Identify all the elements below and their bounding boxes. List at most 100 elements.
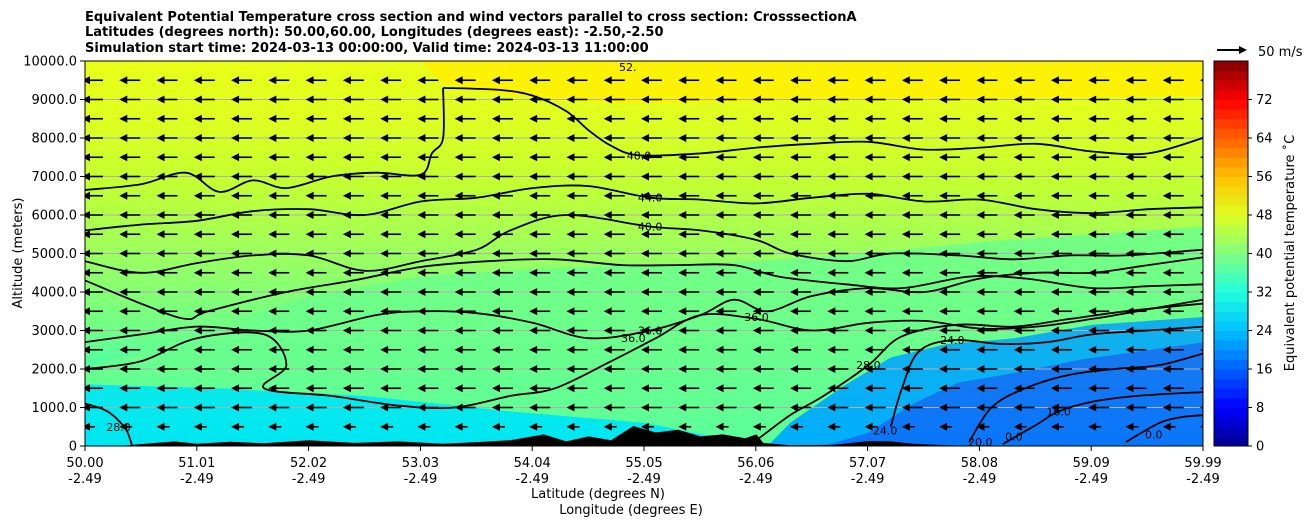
wind-vector: [678, 211, 700, 219]
wind-vector: [1088, 345, 1110, 354]
wind-vector: [901, 191, 923, 200]
wind-vector: [1200, 194, 1203, 198]
wind-vector: [119, 326, 141, 335]
wind-vector: [85, 134, 103, 142]
wind-vector: [119, 191, 141, 200]
wind-vector: [976, 345, 998, 354]
wind-vector: [529, 134, 551, 142]
wind-vector: [491, 268, 513, 277]
wind-vector: [305, 211, 327, 219]
wind-vector: [864, 268, 886, 277]
wind-vector: [454, 384, 476, 393]
colorbar-segment: [1214, 359, 1248, 370]
wind-vector: [156, 365, 178, 373]
wind-vector: [529, 307, 551, 316]
wind-vector: [1200, 425, 1203, 429]
wind-vector: [342, 95, 364, 104]
wind-vector: [715, 422, 729, 431]
wind-vector: [641, 191, 662, 200]
wind-vector: [454, 134, 476, 142]
wind-vector: [864, 307, 886, 316]
contour-extra-label-0: 52.: [619, 61, 637, 74]
wind-vector: [156, 268, 178, 277]
colorbar-segment: [1214, 320, 1248, 331]
wind-vector: [752, 422, 766, 431]
wind-vector: [342, 365, 364, 373]
wind-vector: [417, 326, 439, 335]
wind-vector: [603, 134, 625, 142]
wind-vector: [715, 288, 737, 296]
wind-vector: [1200, 309, 1203, 313]
wind-vector: [566, 422, 580, 431]
wind-vector: [454, 230, 476, 239]
wind-vector: [342, 288, 364, 296]
wind-vector: [976, 307, 998, 316]
wind-vector: [1050, 307, 1072, 316]
wind-vector: [790, 326, 812, 335]
wind-vector: [491, 172, 513, 181]
wind-vector: [268, 403, 290, 412]
wind-vector: [529, 345, 551, 354]
chart-title-line-3: Simulation start time: 2024-03-13 00:00:…: [85, 41, 649, 56]
wind-vector: [193, 288, 215, 296]
colorbar: 0 8 16 24 32 40 48 56 64 72: [1213, 60, 1273, 455]
wind-vector: [790, 422, 804, 431]
wind-vector: [491, 249, 513, 258]
colorbar-segment: [1214, 224, 1248, 235]
wind-vector: [1088, 249, 1110, 258]
wind-vector: [529, 326, 551, 335]
wind-vector: [380, 268, 402, 277]
wind-vector: [715, 76, 737, 85]
wind-vector: [305, 307, 327, 316]
wind-vector: [715, 249, 737, 258]
wind-vector: [864, 345, 886, 354]
chart-title-line-2: Latitudes (degrees north): 50.00,60.00, …: [85, 25, 664, 40]
wind-vector: [193, 403, 215, 412]
x-tick-label-lon-7: -2.49: [851, 472, 885, 487]
contour-44-2: [85, 184, 1203, 232]
wind-vector: [193, 249, 215, 258]
wind-vector: [752, 211, 774, 219]
wind-vector: [417, 172, 439, 181]
wind-vector: [231, 326, 253, 335]
wind-vector: [1088, 326, 1110, 335]
wind-vector: [566, 191, 588, 200]
wind-vector: [864, 191, 886, 200]
wind-vector: [417, 134, 439, 142]
wind-vector: [119, 422, 133, 431]
wind-vector: [752, 326, 774, 335]
wind-vector: [1050, 114, 1072, 123]
colorbar-tick-label-0: 0: [1256, 440, 1264, 455]
wind-vector: [752, 153, 774, 162]
wind-vector: [491, 422, 505, 431]
wind-vector: [491, 403, 513, 412]
wind-vector: [417, 191, 439, 200]
colorbar-segment: [1214, 340, 1248, 351]
wind-vector: [715, 95, 737, 104]
wind-vector: [715, 326, 737, 335]
colorbar-segment: [1214, 109, 1248, 120]
wind-vector: [1013, 403, 1035, 412]
wind-vector: [380, 307, 402, 316]
wind-vector: [827, 134, 849, 142]
wind-vector: [454, 326, 476, 335]
wind-vector: [119, 76, 141, 85]
wind-vector: [901, 172, 923, 181]
wind-vector: [1013, 249, 1035, 258]
wind-vector: [1162, 191, 1184, 200]
wind-vector: [529, 384, 551, 393]
wind-vector: [1013, 134, 1035, 142]
quiver-key-label: 50 m/s: [1258, 45, 1303, 60]
colorbar-segment: [1214, 243, 1248, 254]
wind-vector: [156, 249, 178, 258]
wind-vector: [1162, 249, 1184, 258]
wind-vector: [1162, 134, 1184, 142]
wind-vector: [417, 95, 439, 104]
wind-vector: [603, 365, 625, 373]
y-tick-label-6: 6000.0: [32, 209, 78, 224]
y-tick-label-8: 8000.0: [32, 132, 78, 147]
wind-vector: [156, 153, 178, 162]
contour-label-7: 28.0: [856, 359, 881, 372]
wind-vector: [417, 345, 439, 354]
wind-vector: [231, 307, 253, 316]
